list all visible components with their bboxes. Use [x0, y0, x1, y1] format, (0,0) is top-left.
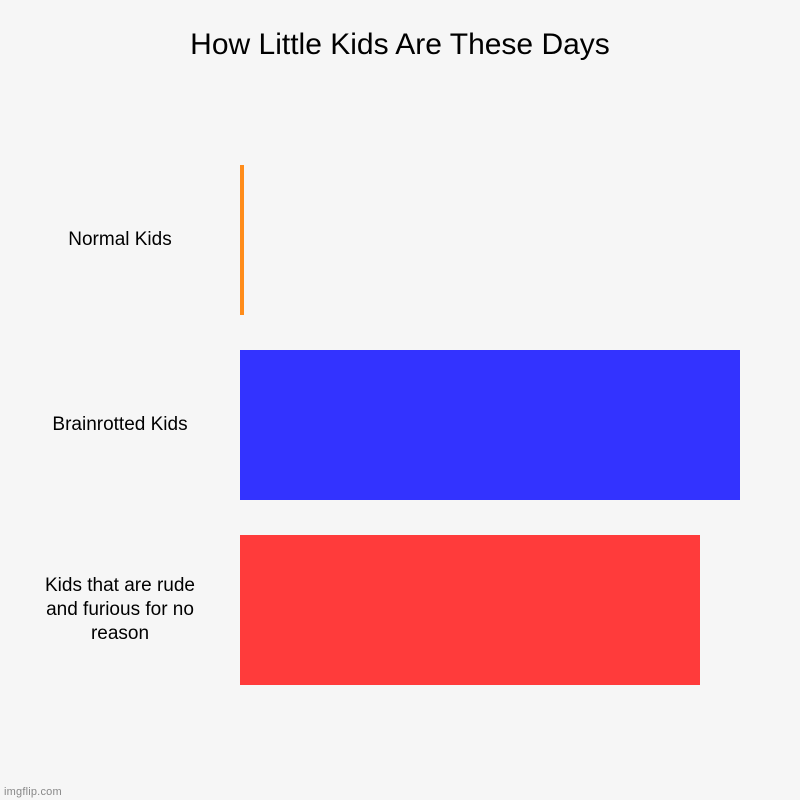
chart-title: How Little Kids Are These Days	[0, 28, 800, 62]
bar-1	[240, 350, 740, 500]
bar-track-2	[240, 535, 740, 685]
row-label-0: Normal Kids	[0, 228, 240, 252]
row-label-2: Kids that are rude and furious for no re…	[0, 574, 240, 645]
row-label-1: Brainrotted Kids	[0, 413, 240, 437]
chart-row-0: Normal Kids	[0, 165, 800, 315]
chart-page: How Little Kids Are These Days Normal Ki…	[0, 0, 800, 800]
watermark: imgflip.com	[4, 786, 62, 798]
chart-row-1: Brainrotted Kids	[0, 350, 800, 500]
bar-0	[240, 165, 244, 315]
bar-track-0	[240, 165, 740, 315]
bar-2	[240, 535, 700, 685]
bar-track-1	[240, 350, 740, 500]
chart-row-2: Kids that are rude and furious for no re…	[0, 535, 800, 685]
